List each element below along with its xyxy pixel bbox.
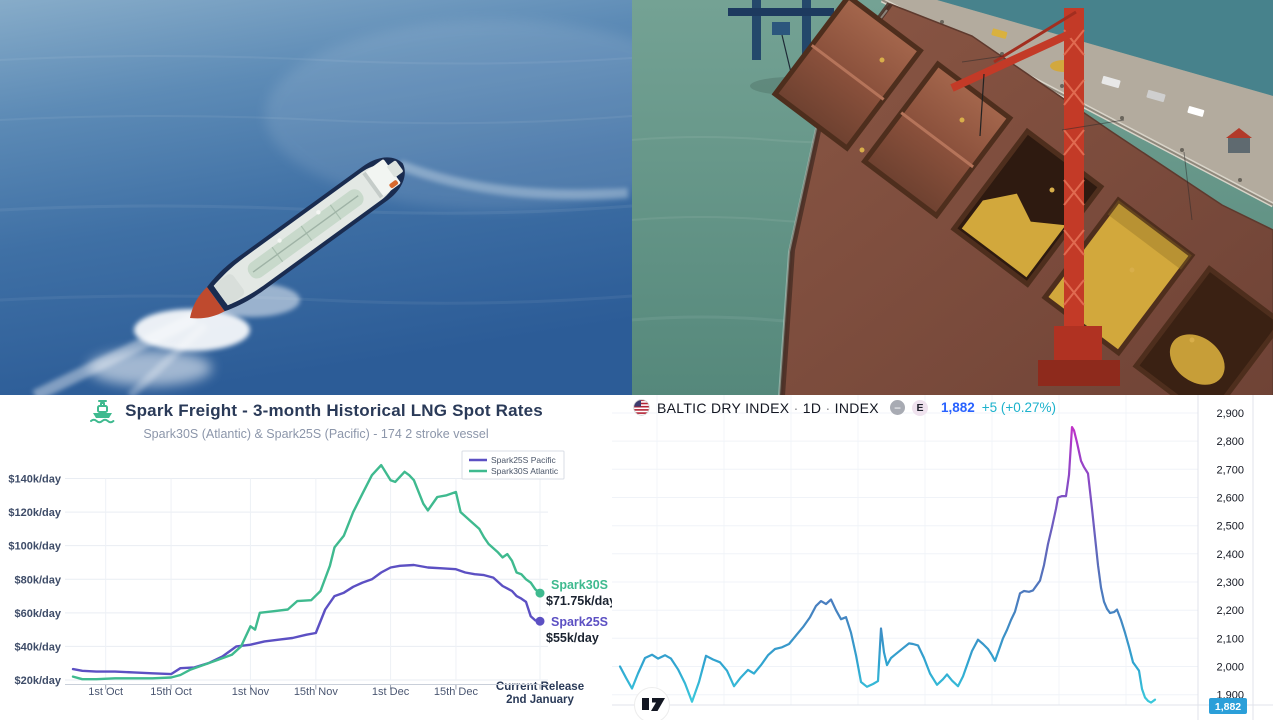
price-scale-label: 2,500 xyxy=(1216,521,1244,533)
price-scale-label: 2,300 xyxy=(1216,577,1244,589)
series-end-value: $55k/day xyxy=(546,631,599,645)
price-change: +5 (+0.27%) xyxy=(981,400,1057,415)
series-end-dot xyxy=(535,588,545,598)
spark-ship-icon xyxy=(90,400,115,424)
deck-fittings xyxy=(859,57,1195,343)
baltic-chart-panel: BALTIC DRY INDEX · 1D · INDEX − E 1,882 … xyxy=(612,395,1273,720)
price-scale-label: 2,000 xyxy=(1216,662,1244,674)
index-line xyxy=(618,425,1157,704)
stern-wake xyxy=(398,160,629,200)
x-axis-label: 1st Oct xyxy=(88,686,123,698)
series-end-label: Spark25S xyxy=(551,615,608,629)
svg-text:1,882: 1,882 xyxy=(1215,701,1241,713)
collapse-badge[interactable]: − xyxy=(889,400,905,415)
ripples xyxy=(0,55,632,305)
price-scale-label: 2,100 xyxy=(1216,633,1244,645)
ship-bow-red xyxy=(189,286,225,319)
spark-grid: $140k/day $120k/day $100k/day $80k/day $60k/… xyxy=(8,474,584,706)
x-axis-label: 1st Nov xyxy=(232,686,270,698)
baltic-grid: 2,900 2,800 2,700 2,600 2,500 2,400 2,300 2,200… xyxy=(612,395,1273,720)
x-axis-label: Current Release xyxy=(496,681,584,693)
x-axis-label: 1st Dec xyxy=(372,686,410,698)
x-axis-label: 15th Dec xyxy=(434,686,479,698)
spark-chart-header: Spark Freight - 3-month Historical LNG S… xyxy=(0,398,632,441)
price-scale-label: 2,700 xyxy=(1216,464,1244,476)
y-axis-label: $120k/day xyxy=(8,507,61,519)
spark-chart-subtitle: Spark30S (Atlantic) & Spark25S (Pacific)… xyxy=(143,427,489,441)
center-pipe xyxy=(252,195,359,273)
price-scale-label: 2,800 xyxy=(1216,436,1244,448)
source-badge[interactable]: E xyxy=(911,399,928,416)
funnel xyxy=(387,160,403,178)
price-scale-label: 2,600 xyxy=(1216,492,1244,504)
lifeboat xyxy=(389,180,399,188)
y-axis-label: $140k/day xyxy=(8,474,61,486)
price-scale-label: 2,400 xyxy=(1216,549,1244,561)
y-axis-label: $40k/day xyxy=(15,641,62,653)
x-axis-label: 2nd January xyxy=(506,694,574,706)
forecastle xyxy=(215,274,245,305)
legend-label: Spark25S Pacific xyxy=(491,455,556,465)
spark-chart-title: Spark Freight - 3-month Historical LNG S… xyxy=(125,401,543,420)
spark-chart-panel: Spark Freight - 3-month Historical LNG S… xyxy=(0,395,632,720)
y-axis-label: $60k/day xyxy=(15,608,62,620)
series-line xyxy=(71,463,542,681)
harbor-crane-red xyxy=(950,8,1120,386)
series-end-label: Spark30S xyxy=(551,578,608,592)
last-price: 1,882 xyxy=(940,400,975,415)
bridge-shadow xyxy=(362,171,384,199)
price-scale-label: 2,200 xyxy=(1216,605,1244,617)
symbol-name: BALTIC DRY INDEX · 1D · INDEX xyxy=(657,399,879,416)
x-axis-label: 15th Oct xyxy=(150,686,192,698)
mooring-lines xyxy=(961,55,1193,221)
series-line xyxy=(71,563,542,676)
tradingview-logo[interactable] xyxy=(634,687,670,720)
lng-ship xyxy=(189,157,405,319)
spark-chart: $140k/day $120k/day $100k/day $80k/day $60k/… xyxy=(8,450,616,706)
photo-lng-carrier xyxy=(0,0,632,396)
baltic-chart-header: BALTIC DRY INDEX · 1D · INDEX − E 1,882 … xyxy=(633,399,1056,416)
price-scale-label: 2,900 xyxy=(1216,408,1244,420)
y-axis-label: $20k/day xyxy=(15,675,62,687)
photo-bulk-carrier-port xyxy=(632,0,1273,396)
superstructure xyxy=(363,159,401,198)
y-axis-label: $80k/day xyxy=(15,574,62,586)
y-axis-label: $100k/day xyxy=(8,541,61,553)
sun-glint xyxy=(265,20,632,210)
series-end-value: $71.75k/day xyxy=(546,594,616,608)
us-flag-icon xyxy=(633,399,650,416)
last-price-axis-badge: 1,882 xyxy=(1209,698,1247,714)
baltic-chart: 2,900 2,800 2,700 2,600 2,500 2,400 2,300 2,200… xyxy=(612,395,1273,720)
cargo-holds xyxy=(771,0,1273,396)
spark-series: Spark25S $55k/day Spark30S $71.75k/day xyxy=(71,463,616,681)
series-end-dot xyxy=(535,616,545,626)
x-axis-label: 15th Nov xyxy=(294,686,339,698)
legend-label: Spark30S Atlantic xyxy=(491,466,559,476)
